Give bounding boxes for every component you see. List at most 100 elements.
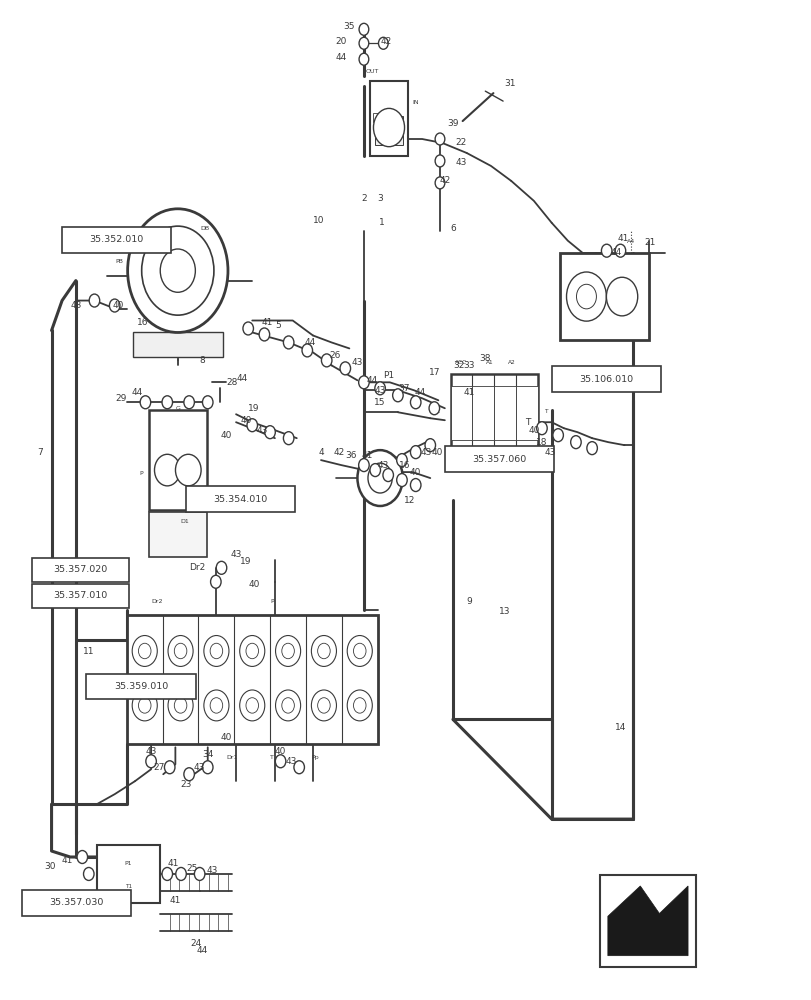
Text: D1: D1	[181, 519, 189, 524]
Text: 29: 29	[115, 394, 127, 403]
Text: 22: 22	[455, 138, 466, 147]
Circle shape	[566, 272, 606, 321]
Circle shape	[210, 698, 222, 713]
Circle shape	[353, 698, 366, 713]
Bar	[516, 386, 537, 440]
Text: 39: 39	[447, 119, 458, 128]
Text: Pp: Pp	[311, 755, 319, 760]
Text: 11: 11	[83, 647, 94, 656]
Text: 40: 40	[431, 448, 442, 457]
Circle shape	[311, 636, 336, 666]
Bar	[375, 116, 402, 145]
Bar	[32, 584, 129, 608]
Circle shape	[367, 463, 392, 493]
Text: 35.357.010: 35.357.010	[54, 591, 108, 600]
Circle shape	[358, 37, 368, 49]
Circle shape	[410, 479, 420, 492]
Bar	[127, 615, 377, 744]
Text: P: P	[139, 471, 143, 476]
Text: 41: 41	[167, 859, 178, 868]
Text: 42: 42	[333, 448, 345, 457]
Text: P1: P1	[382, 371, 393, 380]
Bar	[444, 446, 553, 472]
Circle shape	[552, 429, 563, 442]
Text: 44: 44	[335, 53, 346, 62]
Circle shape	[132, 636, 157, 666]
Text: T: T	[524, 418, 530, 427]
Circle shape	[397, 454, 406, 467]
Bar	[494, 386, 516, 440]
Text: 35.357.020: 35.357.020	[54, 565, 108, 574]
Bar	[450, 386, 472, 440]
Bar	[132, 332, 223, 357]
Text: T: T	[270, 755, 274, 760]
Circle shape	[283, 336, 294, 349]
Text: Dr2: Dr2	[151, 599, 162, 604]
Circle shape	[357, 450, 402, 506]
Circle shape	[275, 690, 300, 721]
Text: 43: 43	[455, 158, 466, 167]
Text: 43: 43	[285, 757, 296, 766]
Circle shape	[168, 636, 193, 666]
Text: 27: 27	[153, 763, 165, 772]
Circle shape	[393, 389, 403, 402]
Circle shape	[302, 344, 312, 357]
Text: 38: 38	[479, 354, 491, 363]
Circle shape	[140, 396, 151, 409]
Circle shape	[174, 698, 187, 713]
Circle shape	[141, 226, 213, 315]
Circle shape	[204, 636, 229, 666]
Text: 16: 16	[398, 461, 410, 470]
Text: 43: 43	[206, 866, 217, 875]
Circle shape	[601, 244, 611, 257]
Circle shape	[84, 867, 94, 880]
Circle shape	[536, 422, 547, 435]
Bar	[32, 558, 129, 582]
Text: 34: 34	[202, 750, 213, 759]
Bar	[97, 845, 160, 903]
Circle shape	[317, 698, 330, 713]
Circle shape	[210, 575, 221, 588]
Text: 40: 40	[221, 733, 232, 742]
Text: A4: A4	[626, 239, 634, 244]
Text: 12: 12	[404, 496, 415, 505]
Circle shape	[283, 432, 294, 445]
Text: 35.357.030: 35.357.030	[49, 898, 103, 907]
Text: 43: 43	[377, 461, 388, 470]
Circle shape	[311, 690, 336, 721]
Circle shape	[383, 469, 393, 482]
Circle shape	[428, 402, 439, 415]
Text: 42: 42	[380, 37, 391, 46]
Text: IN: IN	[412, 100, 418, 105]
Circle shape	[168, 690, 193, 721]
Circle shape	[132, 690, 157, 721]
Text: 40: 40	[113, 301, 124, 310]
Text: 44: 44	[304, 338, 315, 347]
Bar	[450, 374, 537, 452]
Text: 19: 19	[240, 557, 251, 566]
Text: 41: 41	[616, 234, 628, 243]
Circle shape	[162, 867, 172, 880]
Circle shape	[615, 244, 625, 257]
Text: 40: 40	[410, 468, 421, 477]
Text: 14: 14	[614, 723, 625, 732]
Text: 41: 41	[169, 896, 181, 905]
Bar	[186, 486, 294, 512]
Text: 35.352.010: 35.352.010	[89, 235, 144, 244]
Circle shape	[370, 464, 380, 477]
Polygon shape	[607, 886, 687, 956]
Text: T: T	[543, 409, 547, 414]
Bar	[148, 512, 207, 557]
Text: 40: 40	[275, 747, 286, 756]
Text: 41: 41	[261, 318, 272, 327]
Text: 25: 25	[186, 864, 197, 873]
Text: Dr1: Dr1	[226, 755, 238, 760]
Bar	[373, 113, 384, 122]
Text: 40: 40	[221, 431, 232, 440]
Text: 41: 41	[62, 856, 73, 865]
Text: OUT: OUT	[365, 69, 379, 74]
Circle shape	[183, 768, 194, 781]
Bar	[62, 227, 171, 253]
Text: 42: 42	[439, 176, 450, 185]
Circle shape	[242, 322, 253, 335]
